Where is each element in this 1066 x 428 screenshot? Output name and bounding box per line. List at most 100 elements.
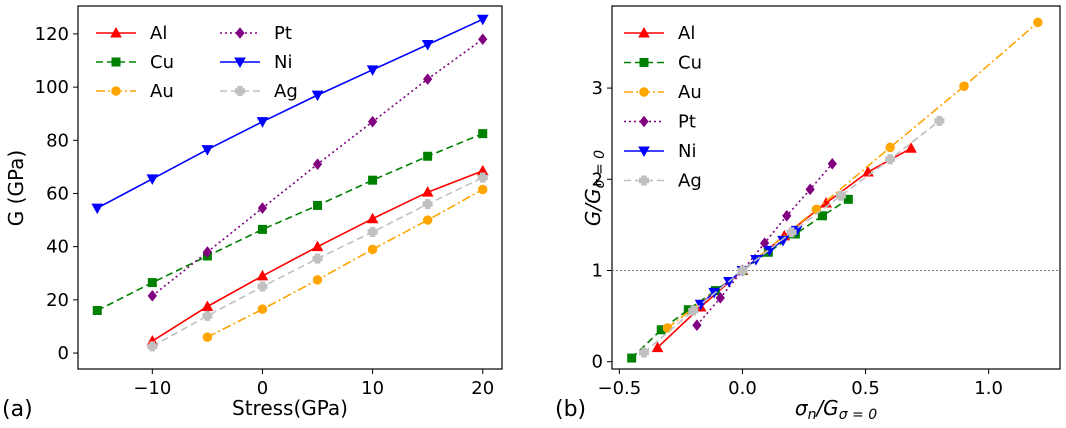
data-point-al: [651, 341, 664, 353]
legend-entry-al: Al: [96, 23, 167, 44]
panel-b-series: [627, 17, 1043, 363]
data-point-al: [256, 269, 269, 281]
legend-entry-cu: Cu: [624, 53, 702, 74]
panel-a-series: [91, 14, 489, 352]
y-tick-label: 100: [35, 77, 69, 98]
data-point-cu: [423, 151, 433, 161]
data-point-ag: [147, 341, 158, 352]
x-tick-label: 10: [361, 378, 384, 399]
data-point-al: [366, 212, 379, 224]
legend-label: Cu: [150, 52, 174, 73]
legend-entry-cu: Cu: [96, 52, 174, 73]
data-point-au: [422, 215, 433, 225]
data-point-ag: [737, 265, 748, 276]
y-tick-label: 20: [46, 290, 69, 311]
data-point-cu: [147, 278, 157, 288]
data-point-ag: [688, 305, 699, 316]
legend-entry-pt: Pt: [220, 23, 292, 44]
data-point-ag: [786, 227, 797, 238]
data-point-cu: [368, 175, 378, 185]
series-line-cu: [631, 198, 849, 359]
legend-label: Au: [150, 81, 174, 102]
data-point-ag: [202, 310, 213, 321]
panel-a-chart: −10 0 10 20 0 20 40 60 80 100 120 Al Cu Au Pt Ni Ag Str…: [2, 5, 503, 422]
legend-entry-ag: Ag: [624, 171, 702, 192]
legend-label: Pt: [274, 23, 292, 44]
panel-b-legend: Al Cu Au Pt Ni Ag: [624, 23, 702, 192]
legend-marker: [638, 26, 650, 38]
panel-b-ticks: −0.5 0.0 0.5 1.0 0 1 2 3: [592, 78, 1003, 399]
legend-label: Ni: [274, 52, 292, 73]
data-point-pt: [423, 73, 433, 85]
panel-b-label: (b): [555, 397, 586, 422]
data-point-ag: [639, 347, 649, 358]
series-line-au: [207, 188, 484, 338]
data-point-pt: [478, 33, 488, 46]
data-point-ni: [256, 117, 269, 128]
legend-marker: [235, 86, 245, 96]
data-point-al: [311, 240, 324, 252]
panel-b-ylabel: G/Gσ = 0: [581, 150, 608, 226]
data-point-cu: [627, 353, 637, 363]
legend-label: Au: [678, 82, 702, 103]
data-point-pt: [782, 209, 792, 222]
y-tick-label: 120: [35, 24, 69, 45]
legend-marker: [111, 57, 121, 67]
series-au: [202, 184, 488, 342]
legend-entry-pt: Pt: [624, 112, 696, 133]
legend-entry-ag: Ag: [220, 81, 298, 102]
x-tick-label: 0: [257, 378, 268, 399]
data-point-au: [312, 275, 323, 285]
data-point-ni: [201, 145, 214, 156]
data-point-ag: [934, 115, 945, 126]
data-point-ag: [885, 154, 896, 165]
data-point-ag: [257, 281, 268, 292]
data-point-pt: [257, 202, 268, 214]
data-point-au: [367, 244, 378, 255]
data-point-ni: [476, 14, 489, 26]
data-point-cu: [92, 305, 102, 315]
data-point-pt: [759, 237, 770, 249]
data-point-cu: [257, 224, 267, 234]
series-pt: [147, 33, 488, 302]
y-tick-label: 1: [592, 260, 603, 281]
data-point-al: [905, 142, 917, 153]
data-point-pt: [312, 158, 323, 171]
legend-entry-ni: Ni: [220, 52, 292, 73]
series-au: [662, 17, 1043, 333]
legend-label: Cu: [678, 53, 702, 74]
data-point-pt: [202, 246, 213, 258]
series-ag: [147, 172, 488, 352]
legend-marker: [110, 26, 122, 38]
x-tick-label: 0.5: [851, 378, 880, 399]
data-point-ni: [91, 203, 104, 215]
legend-marker: [639, 87, 649, 97]
series-ag: [639, 115, 945, 358]
data-point-pt: [367, 115, 378, 128]
legend-marker: [234, 57, 246, 69]
legend-marker: [111, 86, 121, 96]
data-point-pt: [692, 319, 702, 332]
panel-a-ylabel: G (GPa): [4, 150, 28, 226]
data-point-ag: [835, 190, 846, 201]
data-point-ni: [146, 174, 159, 185]
panel-a-xlabel: Stress(GPa): [232, 396, 348, 420]
legend-label: Al: [150, 23, 167, 44]
series-ni: [91, 14, 489, 215]
x-tick-label: −10: [133, 378, 171, 399]
x-tick-label: −0.5: [598, 378, 642, 399]
panel-a-legend: Al Cu Au Pt Ni Ag: [96, 23, 298, 102]
data-point-cu: [843, 194, 853, 204]
y-tick-label: 3: [592, 78, 603, 99]
x-tick-label: 0.0: [728, 378, 757, 399]
data-point-au: [959, 81, 969, 92]
x-tick-label: 1.0: [974, 378, 1003, 399]
legend-entry-au: Au: [624, 82, 702, 103]
legend-marker: [235, 27, 245, 39]
legend-entry-au: Au: [96, 81, 174, 102]
data-point-pt: [715, 292, 725, 304]
legend-entry-ni: Ni: [624, 141, 696, 162]
panel-b-xlabel: σn/Gσ = 0: [795, 396, 877, 423]
data-point-ag: [312, 253, 323, 264]
legend-marker: [638, 146, 650, 158]
